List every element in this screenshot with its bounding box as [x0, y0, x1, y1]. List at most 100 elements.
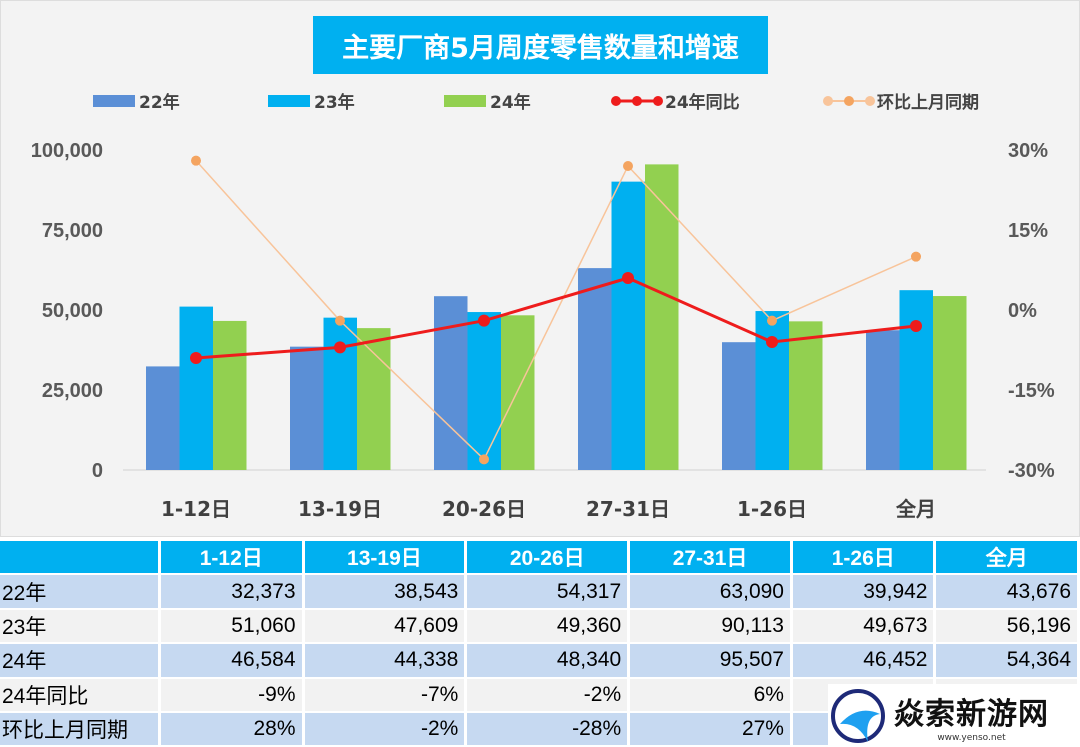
category-label: 全月 [895, 497, 936, 521]
table-cell: 54,364 [936, 644, 1077, 679]
table-cell: 51,060 [161, 609, 302, 645]
row-label: 环比上月同期 [0, 712, 158, 747]
legend-mom: 环比上月同期 [821, 88, 979, 113]
legend-line-marker [823, 95, 875, 106]
category-label: 1-12日 [161, 497, 231, 521]
bar-23年 [467, 312, 501, 470]
plot: 0 25,000 50,000 75,000 100,000 -30% -15% 0% 15% 3… [31, 140, 1055, 521]
bar-24年 [213, 320, 247, 470]
legend-swatch [93, 94, 135, 107]
legend-24: 24年 [444, 88, 531, 113]
point-24年同比 [622, 272, 634, 284]
point-环比上月同期 [767, 315, 777, 326]
bar-24年 [933, 296, 967, 470]
legend-line-marker [611, 95, 663, 106]
table-cell: 44,338 [304, 644, 465, 679]
table-cell: -7% [304, 678, 465, 713]
watermark-url: www.yenso.net [937, 732, 1006, 743]
point-环比上月同期 [335, 315, 345, 326]
bar-24年 [501, 315, 535, 470]
bar-22年 [290, 346, 324, 470]
table-cell: 6% [630, 678, 790, 713]
table-cell: 46,452 [792, 644, 934, 679]
table-cell: 49,673 [792, 609, 934, 645]
point-环比上月同期 [191, 155, 201, 166]
bar-22年 [866, 330, 900, 470]
table-header: 1-12日 [161, 541, 302, 576]
point-24年同比 [478, 314, 490, 327]
legend-label: 24年同比 [665, 93, 740, 113]
row-label: 23年 [0, 609, 158, 645]
legend-23: 23年 [268, 88, 355, 113]
left-tick-label: 50,000 [42, 300, 103, 322]
legend-swatch [444, 94, 486, 107]
category-label: 20-26日 [442, 497, 526, 521]
table-header: 1-26日 [792, 541, 934, 576]
table-header-row: 1-12日 13-19日 20-26日 27-31日 1-26日 全月 [0, 541, 1077, 576]
table-header: 全月 [936, 541, 1077, 576]
legend-yoy: 24年同比 [609, 88, 740, 113]
bar-23年 [611, 181, 645, 470]
line-环比上月同期 [195, 160, 917, 461]
table-cell: 49,360 [467, 609, 628, 645]
table-cell: -9% [161, 678, 302, 713]
table-header [0, 541, 158, 576]
chart-area: 主要厂商5月周度零售数量和增速 22年 23年 24年 24年同比 环比上月同期… [0, 0, 1080, 537]
point-24年同比 [190, 352, 202, 364]
bar-24年 [357, 328, 391, 470]
table-cell: -28% [467, 712, 628, 747]
bar-24年 [645, 164, 679, 470]
table-cell: 27% [630, 712, 790, 747]
table-cell: 95,507 [630, 644, 790, 679]
bar-24年 [789, 321, 823, 470]
table-cell: 43,676 [936, 575, 1077, 610]
legend-22: 22年 [93, 88, 180, 113]
legend-label: 24年 [490, 93, 531, 113]
point-24年同比 [334, 341, 346, 354]
right-tick-label: 0% [1008, 300, 1037, 322]
table-cell: -2% [304, 712, 465, 747]
table-row: 24年 46,584 44,338 48,340 95,507 46,452 54,364 [0, 644, 1077, 679]
table-cell: 46,584 [161, 644, 302, 679]
point-环比上月同期 [911, 251, 921, 262]
point-环比上月同期 [479, 454, 489, 465]
point-24年同比 [910, 320, 922, 332]
line-24年同比 [195, 276, 917, 360]
table-cell: 32,373 [161, 575, 302, 610]
bar-22年 [722, 342, 756, 470]
table-row: 22年 32,373 38,543 54,317 63,090 39,942 43,676 [0, 575, 1077, 610]
table-cell: 47,609 [304, 609, 465, 645]
table-cell: 63,090 [630, 575, 790, 610]
bar-23年 [179, 306, 213, 470]
table-cell: 38,543 [304, 575, 465, 610]
table-header: 13-19日 [304, 541, 465, 576]
category-label: 27-31日 [586, 497, 670, 521]
right-tick-label: -30% [1008, 460, 1055, 482]
point-环比上月同期 [623, 161, 633, 171]
right-tick-label: -15% [1008, 380, 1055, 402]
watermark: 焱索新游网 www.yenso.net [828, 684, 1080, 747]
table-cell: 90,113 [630, 609, 790, 645]
table-header: 20-26日 [467, 541, 628, 576]
chart-title: 主要厂商5月周度零售数量和增速 [313, 16, 768, 74]
table-cell: 56,196 [936, 609, 1077, 645]
left-tick-label: 75,000 [42, 220, 103, 242]
left-tick-label: 100,000 [31, 140, 103, 162]
legend-label: 22年 [139, 93, 180, 113]
bar-22年 [434, 296, 468, 470]
bar-23年 [755, 311, 789, 470]
legend-swatch [268, 94, 310, 107]
row-label: 22年 [0, 575, 158, 610]
legend-label: 23年 [314, 93, 355, 113]
table-header: 27-31日 [630, 541, 790, 576]
row-label: 24年 [0, 644, 158, 679]
left-tick-label: 0 [92, 460, 103, 482]
bar-23年 [323, 317, 357, 470]
table-cell: 54,317 [467, 575, 628, 610]
bar-22年 [146, 366, 180, 470]
category-label: 1-26日 [737, 497, 807, 521]
bar-23年 [899, 290, 933, 470]
category-label: 13-19日 [298, 497, 382, 521]
data-table: 1-12日 13-19日 20-26日 27-31日 1-26日 全月 22年 3… [0, 541, 1080, 747]
left-tick-label: 25,000 [42, 380, 103, 402]
